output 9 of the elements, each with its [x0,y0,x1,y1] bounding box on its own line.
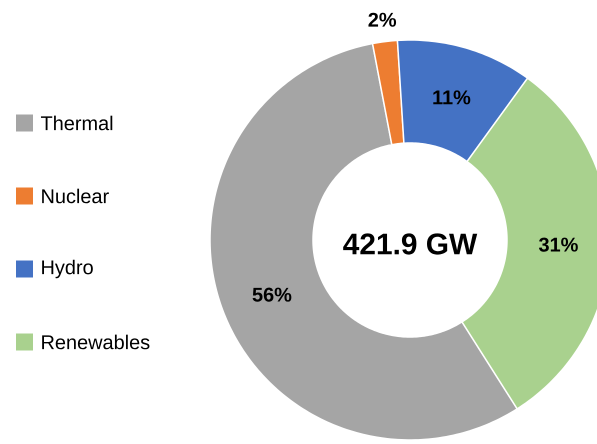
legend-label: Hydro [42,260,93,278]
legend-label: Renewables [42,334,150,350]
data-label: 11% [433,90,470,104]
data-label: 2% [368,12,396,27]
legend-label: Nuclear [42,188,109,204]
legend-label: Thermal [40,116,112,130]
data-label: 56% [252,288,292,302]
text: 421.9 GW [343,233,478,255]
data-label: 31% [538,238,578,252]
